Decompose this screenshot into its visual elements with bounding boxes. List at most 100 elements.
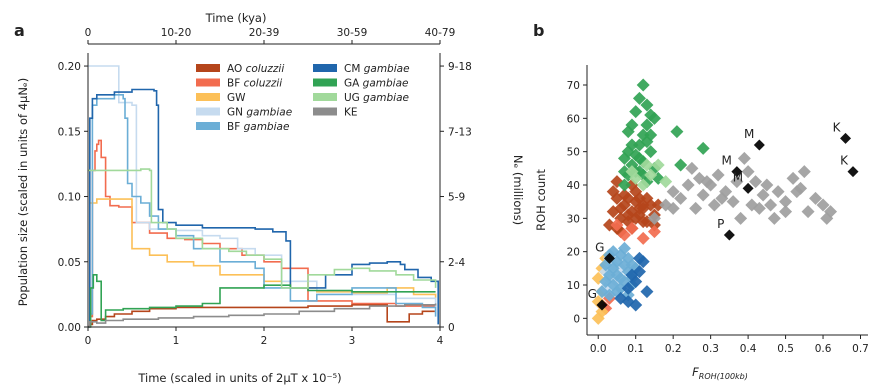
scatter-point-KE — [767, 211, 781, 225]
legend-swatch-GN — [196, 107, 220, 116]
panel-a-x-axis-label: Time (scaled in units of 2μT x 10⁻⁵) — [137, 371, 341, 385]
right-tick-label: 5-9 — [448, 192, 465, 204]
series-line-GW — [90, 198, 437, 299]
scatter-point-AO — [621, 191, 635, 205]
legend-species: gambiae — [363, 92, 409, 104]
scatter-point-KE — [779, 195, 793, 209]
panel-a-plot-area — [88, 65, 439, 328]
series-line-CM — [88, 88, 439, 328]
scatter-point-BFg — [617, 241, 631, 255]
scatter-point-GA — [629, 105, 643, 119]
legend-label-CM: CM gambiae — [344, 63, 410, 75]
scatter-point-GA — [636, 78, 650, 92]
legend-swatch-BFc — [196, 78, 220, 87]
scatter-point-GA — [644, 128, 658, 142]
b-y-tick-label: 60 — [567, 113, 580, 125]
panel-a: a 0 1 2 3 4 0.00 0.05 0.10 0.15 0.20 0 10-20 20-39 30… — [14, 11, 525, 385]
panel-a-label: a — [14, 21, 25, 40]
scatter-point-KE — [689, 201, 703, 215]
scatter-point-label: M — [722, 154, 732, 168]
scatter-group-AO — [602, 175, 665, 239]
scatter-point-KE — [756, 188, 770, 202]
legend-swatch-AO — [196, 64, 220, 72]
legend-swatch-BFg — [196, 122, 220, 130]
right-tick-label: 0 — [448, 322, 455, 334]
b-y-tick-label: 50 — [567, 147, 580, 159]
scatter-point-KE — [816, 198, 830, 212]
scatter-point-GA — [674, 158, 688, 172]
scatter-point-GA — [617, 178, 631, 192]
scatter-point-KE — [737, 151, 751, 165]
scatter-point-KE — [790, 185, 804, 199]
b-y-tick-label: 40 — [567, 180, 580, 192]
scatter-point-KE — [752, 201, 766, 215]
b-y-tick-label: 20 — [567, 247, 580, 259]
x-tick-label: 1 — [173, 335, 180, 347]
scatter-point-KE — [820, 211, 834, 225]
b-x-tick-label: 0.1 — [627, 343, 644, 355]
legend-label-GA: GA gambiae — [344, 78, 408, 90]
legend-label-GN: GN gambiae — [227, 107, 292, 119]
scatter-point-KE — [647, 211, 661, 225]
panel-b-x-axis-label: FROH(100kb) — [692, 365, 748, 381]
scatter-point-BFg — [610, 268, 624, 282]
scatter-point-labeled — [847, 166, 859, 178]
scatter-point-KE — [674, 191, 688, 205]
legend-species: gambiae — [363, 78, 409, 90]
x-tick-label: 3 — [349, 335, 356, 347]
legend-label-GW: GW — [227, 92, 246, 104]
top-tick-label: 40-79 — [425, 27, 456, 39]
scatter-point-GA — [617, 165, 631, 179]
scatter-point-KE — [696, 188, 710, 202]
scatter-point-BFc — [636, 231, 650, 245]
scatter-point-GW — [595, 305, 609, 319]
scatter-point-GA — [670, 125, 684, 139]
panel-a-y-axis-label: Population size (scaled in units of 4μNₑ… — [16, 78, 30, 306]
scatter-point-KE — [666, 185, 680, 199]
scatter-point-GA — [621, 145, 635, 159]
scatter-group-KE — [647, 151, 838, 225]
b-x-tick-label: 0.5 — [777, 343, 794, 355]
y-tick-label: 0.10 — [58, 192, 81, 204]
scatter-point-BFc — [610, 218, 624, 232]
legend-species: gambiae — [364, 63, 410, 75]
scatter-point-GA — [647, 111, 661, 125]
scatter-point-labeled — [731, 166, 743, 178]
scatter-point-KE — [685, 161, 699, 175]
scatter-point-labeled — [753, 139, 765, 151]
scatter-point-BFg — [625, 258, 639, 272]
scatter-point-GA — [644, 145, 658, 159]
legend-swatch-GA — [313, 78, 337, 87]
scatter-point-label: P — [717, 217, 724, 231]
scatter-point-KE — [715, 191, 729, 205]
scatter-point-KE — [809, 191, 823, 205]
series-line-BFc — [89, 139, 437, 318]
top-tick-label: 0 — [85, 27, 92, 39]
legend-swatch-UG — [313, 93, 337, 101]
scatter-point-CM — [621, 281, 635, 295]
scatter-point-AO — [636, 215, 650, 229]
scatter-point-KE — [797, 165, 811, 179]
scatter-group-CM — [614, 251, 654, 312]
scatter-point-BFc — [617, 228, 631, 242]
scatter-point-AO — [614, 201, 628, 215]
scatter-point-KE — [692, 171, 706, 185]
scatter-point-CM — [621, 295, 635, 309]
scatter-point-label: G — [588, 287, 597, 301]
panel-a-right-axis-label: Nₑ (millions) — [511, 155, 525, 225]
b-x-tick-label: 0.7 — [852, 343, 869, 355]
scatter-point-GA — [640, 98, 654, 112]
scatter-point-GA — [640, 118, 654, 132]
y-tick-label: 0.15 — [58, 126, 81, 138]
b-y-tick-label: 70 — [567, 80, 580, 92]
scatter-point-UG — [651, 158, 665, 172]
y-tick-label: 0.00 — [58, 322, 81, 334]
scatter-point-UG — [629, 171, 643, 185]
panel-b-y-axis-label: ROH count — [534, 169, 548, 231]
series-line-UG — [88, 168, 437, 289]
b-y-tick-label: 30 — [567, 213, 580, 225]
scatter-point-KE — [764, 198, 778, 212]
scatter-point-AO — [647, 218, 661, 232]
scatter-point-AO — [651, 198, 665, 212]
